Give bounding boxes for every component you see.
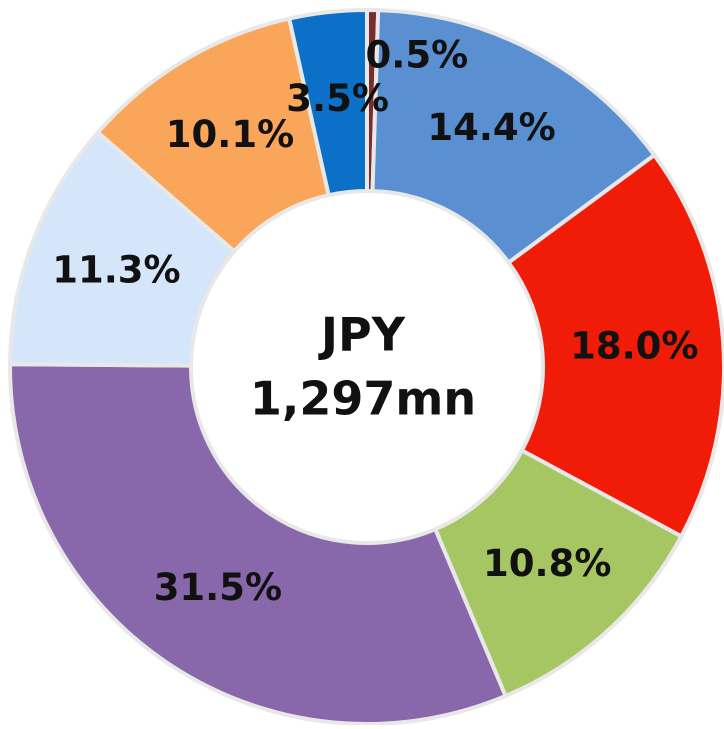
data-label: 0.5% (366, 34, 469, 77)
data-label: 11.3% (52, 248, 180, 291)
data-label: 18.0% (570, 325, 698, 368)
slices (7, 7, 724, 726)
slice (370, 8, 658, 266)
center-label: 1,297mn (250, 372, 476, 426)
data-label: 14.4% (427, 106, 555, 149)
slice (8, 362, 509, 726)
slice (432, 447, 684, 699)
data-label: 31.5% (154, 566, 282, 609)
labels: 0.5% 14.4% 18.0% 10.8% 31.5% 11.3% 10.1%3.5% (52, 34, 698, 610)
center-label: JPY (318, 308, 406, 362)
slice (7, 129, 238, 368)
slice (505, 152, 724, 540)
data-label: 3.5% (286, 77, 389, 120)
data-label: 10.8% (483, 542, 611, 585)
data-label: 10.1% (166, 113, 294, 156)
slice (286, 7, 369, 198)
